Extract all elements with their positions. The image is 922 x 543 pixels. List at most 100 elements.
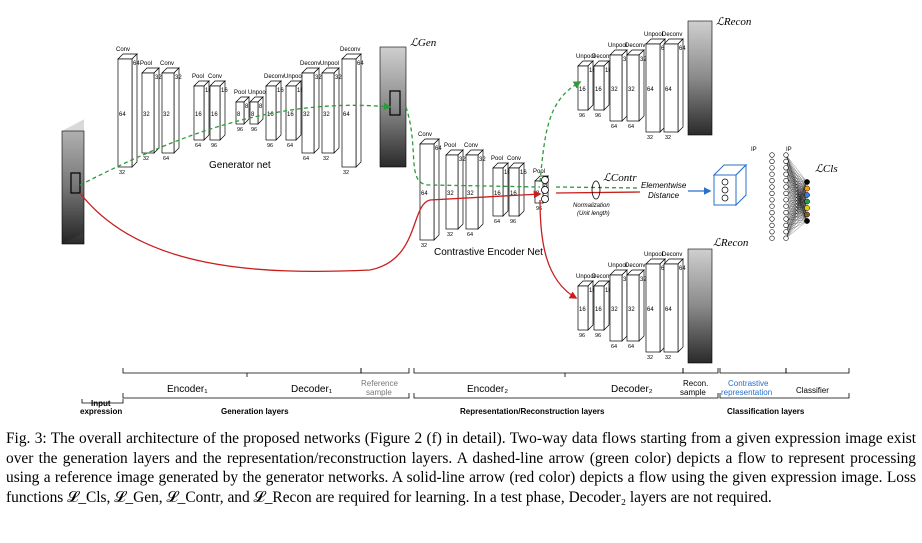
layer-bottom-label: 96 [536,206,542,212]
ip-node [783,210,789,216]
layer-depth-label: 16 [277,88,284,94]
layer-bottom-label: 32 [119,170,125,176]
layer-op-label: Unpool [320,61,339,67]
ip-node [769,152,775,158]
layer-block: 16 16 96 Deconv [592,274,612,339]
layer-bottom-label: 32 [323,156,329,162]
class-output-node [804,205,810,211]
ip-node [769,197,775,203]
stage-reference-line1: Reference [361,379,398,388]
layer-bottom-label: 96 [595,333,601,339]
ip-label-1: IP [751,147,757,153]
layer-height-label: 32 [628,307,635,313]
layer-bottom-label: 32 [647,135,653,141]
layer-bottom-label: 32 [647,355,653,361]
generator-net-title: Generator net [209,160,271,171]
ip-node [769,171,775,177]
contrastive-representation-cube [712,163,748,207]
loss-cls-label: ℒCls [815,163,838,175]
layer-depth-label: 64 [357,61,364,67]
layer-bottom-label: 96 [510,219,516,225]
layer-depth-label: 32 [640,277,647,283]
layer-op-label: Unpool [644,32,663,38]
layer-op-label: Deconv [662,252,682,258]
layer-bottom-label: 96 [251,127,257,133]
ip-node [769,184,775,190]
loss-contr-label: ℒContr [603,172,637,184]
ip-node [769,210,775,216]
green-flow-to-decoder-top [539,81,582,183]
layer-height-label: 32 [143,112,150,118]
layer-height-label: 64 [665,87,672,93]
layer-op-label: Deconv [625,263,645,269]
layer-op-label: Unpool [576,54,595,60]
layer-height-label: 16 [494,191,501,197]
class-output-node [804,218,810,224]
layer-op-label: Conv [116,47,130,53]
layer-op-label: Conv [464,143,478,149]
ip-node [783,171,789,177]
layer-depth-label: 8 [245,104,249,110]
class-output-node [804,179,810,185]
layer-bottom-label: 64 [628,124,634,130]
layer-depth-label: 16 [520,170,527,176]
layer-height-label: 16 [579,307,586,313]
stage-recon-line2: sample [680,388,706,397]
layer-op-label: Deconv [625,43,645,49]
layer-height-label: 8 [251,112,255,118]
layer-bottom-label: 32 [665,355,671,361]
ip-node [769,229,775,235]
layer-bottom-label: 32 [143,156,149,162]
figure-caption: Fig. 3: The overall architecture of the … [6,429,916,507]
layer-depth-label: 32 [315,75,322,81]
stage-input-line2: expression [80,407,122,416]
green-flow-to-distance [555,186,641,189]
layer-op-label: Pool [140,61,152,67]
figure-number: Fig. 3: [6,430,47,447]
layer-op-label: Pool [234,90,246,96]
layer-block: 16 16 96 Conv [208,74,228,149]
layer-op-label: Deconv [264,74,284,80]
layer-block: 16 16 96 Unpool [576,274,596,339]
layer-depth-label: 32 [479,157,486,163]
layer-block: 32 32 64 Conv [464,143,486,238]
layer-bottom-label: 64 [303,156,309,162]
layer-op-label: Conv [418,132,432,138]
ip-node [783,165,789,171]
layer-bottom-label: 96 [579,113,585,119]
layer-block: 16 16 64 Unpool [284,74,304,149]
stage-input-line1: Input [91,399,111,408]
layer-height-label: 64 [343,112,350,118]
layer-height-label: 16 [595,87,602,93]
layer-depth-label: 16 [221,88,228,94]
layer-depth-label: 32 [155,75,162,81]
layer-height-label: 32 [611,307,618,313]
ip-node [783,197,789,203]
layer-height-label: 64 [421,191,428,197]
ip-node [783,152,789,158]
layer-block: 32 32 64 Deconv [300,61,322,162]
layer-height-label: 16 [595,307,602,313]
layer-op-label: Deconv [340,47,360,53]
layer-op-label: Conv [160,61,174,67]
stage-brace-bar [81,368,850,404]
normalization-symbol [541,176,601,203]
layer-height-label: 16 [510,191,517,197]
group-representation-label: Representation/Reconstruction layers [460,407,605,416]
layer-height-label: 16 [579,87,586,93]
classifier-network [769,152,810,241]
layer-height-label: 16 [211,112,218,118]
layer-height-label: 64 [119,112,126,118]
ip-label-2: IP [786,147,792,153]
stage-recon-line1: Recon. [683,379,708,388]
ip-node [783,216,789,222]
class-output-node [804,192,810,198]
layer-bottom-label: 96 [595,113,601,119]
layer-block: 32 32 32 Unpool [320,61,342,162]
layer-op-label: Deconv [300,61,320,67]
recon-face-top-image [687,20,713,136]
stage-encoder1: Encoder₁ [167,384,208,395]
layer-height-label: 32 [303,112,310,118]
layer-height-label: 8 [237,112,241,118]
